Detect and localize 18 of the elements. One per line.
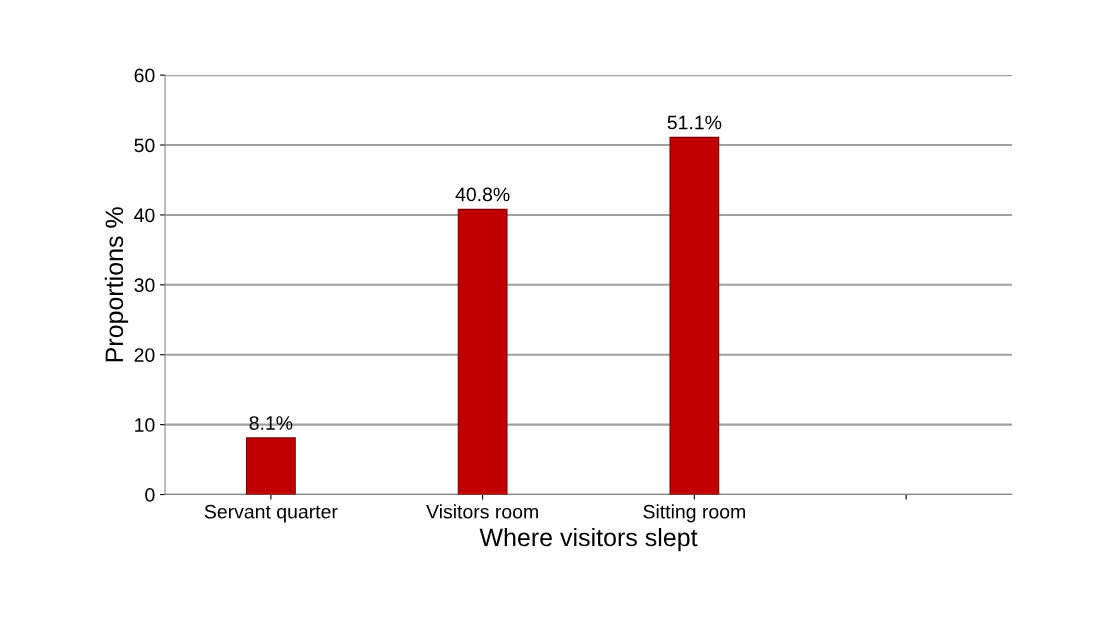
bar xyxy=(669,136,720,495)
bar xyxy=(457,208,508,495)
data-label: 8.1% xyxy=(249,416,293,430)
data-label: 51.1% xyxy=(667,115,722,130)
x-tick-label: Sitting room xyxy=(643,504,745,523)
y-tick-label: 60 xyxy=(134,68,155,83)
y-tick-label: 30 xyxy=(134,278,155,293)
y-tick-label: 50 xyxy=(134,138,155,153)
data-label: 40.8% xyxy=(455,187,510,202)
y-tick-label: 10 xyxy=(135,418,155,432)
y-tick-label: 40 xyxy=(134,208,155,223)
y-tick-label: 0 xyxy=(145,488,155,502)
x-axis-title: Where visitors slept xyxy=(479,527,698,552)
y-axis-title: Proportions % xyxy=(104,207,129,362)
x-tick-label: Visitors room xyxy=(426,504,538,519)
x-tick-label: Servant quarter xyxy=(204,504,338,523)
y-tick-label: 20 xyxy=(134,348,155,362)
bar xyxy=(245,437,296,495)
